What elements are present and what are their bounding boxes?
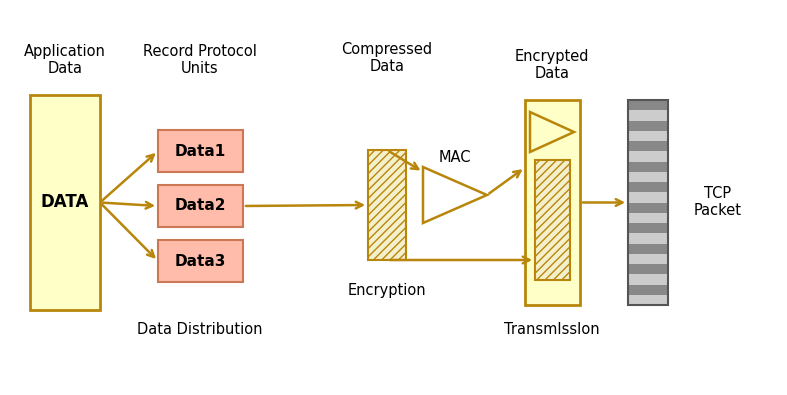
Text: Compressed
Data: Compressed Data — [342, 42, 433, 74]
Bar — [525, 100, 580, 305]
Text: TransmIssIon: TransmIssIon — [504, 322, 600, 337]
Text: MAC: MAC — [438, 150, 471, 166]
Bar — [628, 120, 668, 131]
Bar — [158, 185, 243, 227]
Text: TCP
Packet: TCP Packet — [694, 186, 742, 218]
Text: Encrypted
Data: Encrypted Data — [515, 49, 589, 81]
Bar — [628, 192, 668, 203]
Bar — [30, 95, 100, 310]
Bar — [628, 100, 668, 110]
Bar — [628, 264, 668, 274]
Bar — [628, 182, 668, 192]
Bar — [628, 100, 668, 305]
Text: Data3: Data3 — [175, 254, 226, 269]
Text: Encryption: Encryption — [348, 282, 427, 297]
Bar — [628, 203, 668, 213]
Bar — [628, 233, 668, 243]
Bar — [628, 141, 668, 151]
Bar — [628, 274, 668, 284]
Bar — [628, 151, 668, 162]
Text: Application
Data: Application Data — [24, 44, 106, 76]
Text: DATA: DATA — [41, 193, 89, 211]
Text: Data1: Data1 — [175, 143, 226, 158]
Bar — [368, 150, 406, 260]
Bar — [628, 295, 668, 305]
Bar — [628, 213, 668, 223]
Bar — [628, 254, 668, 264]
Text: Record Protocol
Units: Record Protocol Units — [143, 44, 257, 76]
Bar — [158, 240, 243, 282]
Text: Data2: Data2 — [175, 199, 226, 214]
Bar — [628, 172, 668, 182]
Bar — [628, 223, 668, 233]
Bar — [535, 160, 570, 280]
Bar — [628, 131, 668, 141]
Text: Data Distribution: Data Distribution — [137, 322, 263, 337]
Bar — [158, 130, 243, 172]
Bar — [628, 284, 668, 295]
Bar — [628, 243, 668, 254]
Bar — [628, 162, 668, 172]
Bar — [628, 110, 668, 120]
